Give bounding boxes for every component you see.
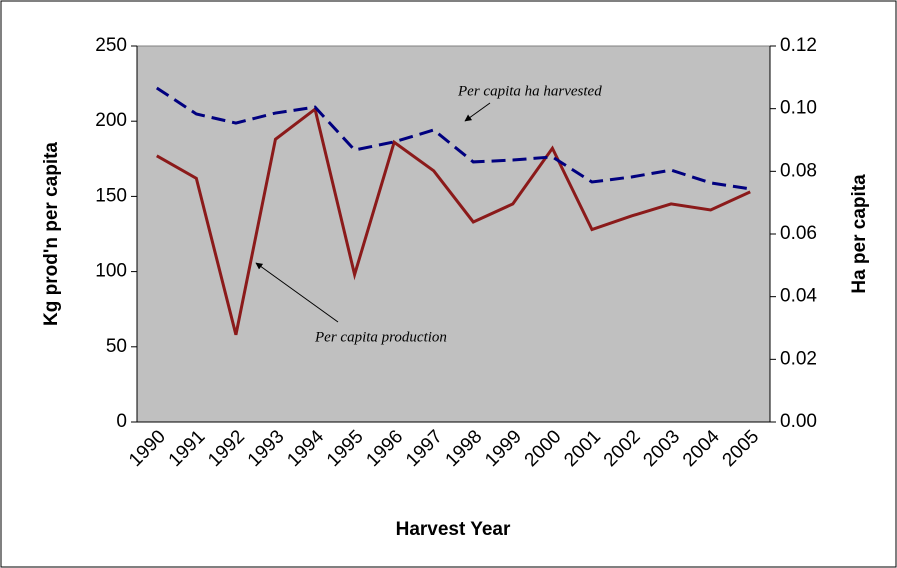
y2-tick-label: 0.08 bbox=[780, 160, 817, 181]
y2-tick-label: 0.02 bbox=[780, 348, 817, 369]
series-line bbox=[156, 106, 751, 336]
plot-area bbox=[136, 45, 771, 423]
y2-tick-label: 0.10 bbox=[780, 98, 817, 119]
y2-tick-label: 0.12 bbox=[780, 35, 817, 56]
y-tick-label: 50 bbox=[106, 336, 127, 357]
y-tick-label: 0 bbox=[116, 411, 127, 432]
y-tick-label: 150 bbox=[95, 185, 127, 206]
y2-axis-title: Ha per capita bbox=[849, 174, 870, 294]
annotation: Per capita ha harvested bbox=[457, 83, 602, 99]
arrow bbox=[255, 262, 339, 323]
x-axis-title: Harvest Year bbox=[396, 519, 511, 540]
annotation: Per capita production bbox=[314, 329, 447, 345]
arrow bbox=[464, 102, 491, 122]
y-tick-label: 100 bbox=[95, 261, 127, 282]
y2-tick-label: 0.04 bbox=[780, 286, 817, 307]
series-line bbox=[155, 86, 751, 191]
y-tick-label: 250 bbox=[95, 35, 127, 56]
y-tick-label: 200 bbox=[95, 110, 127, 131]
y2-tick-label: 0.00 bbox=[780, 411, 817, 432]
y-axis-title: Kg prod'n per capita bbox=[41, 142, 62, 326]
y2-tick-label: 0.06 bbox=[780, 223, 817, 244]
